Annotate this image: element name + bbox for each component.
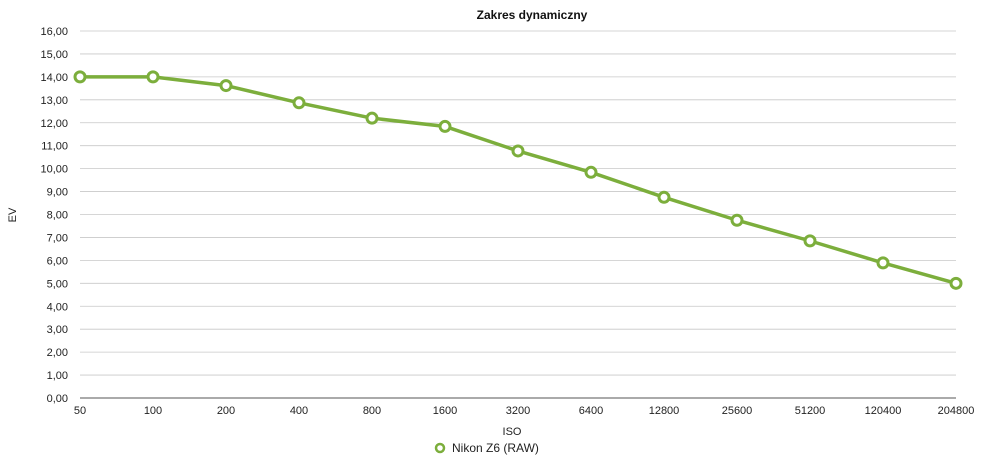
x-tick-label: 6400 [579, 405, 603, 417]
data-point[interactable] [365, 111, 379, 125]
x-tick-label: 200 [217, 405, 235, 417]
y-tick-label: 2,00 [47, 347, 68, 359]
series-group [73, 70, 963, 290]
data-point[interactable] [876, 256, 890, 270]
y-tick-label: 0,00 [47, 393, 68, 405]
y-tick-label: 16,00 [40, 26, 68, 38]
y-tick-label: 13,00 [40, 95, 68, 107]
y-tick-label: 5,00 [47, 278, 68, 290]
y-tick-label: 12,00 [40, 118, 68, 130]
y-axis-label: EV [7, 207, 19, 222]
data-point[interactable] [292, 96, 306, 110]
x-tick-label: 50 [74, 405, 86, 417]
y-tick-label: 1,00 [47, 370, 68, 382]
x-tick-label: 25600 [722, 405, 753, 417]
data-point[interactable] [73, 70, 87, 84]
data-point[interactable] [511, 144, 525, 158]
legend[interactable]: Nikon Z6 (RAW) [434, 441, 539, 455]
legend-label-nikon-z6: Nikon Z6 (RAW) [452, 441, 539, 455]
data-point[interactable] [730, 213, 744, 227]
x-tick-label: 400 [290, 405, 308, 417]
data-point[interactable] [584, 165, 598, 179]
y-axis-ticks: 0,00 1,00 2,00 3,00 4,00 5,00 6,00 7,00 8,00 9,00… [40, 26, 68, 405]
chart-title: Zakres dynamiczny [477, 8, 588, 22]
y-tick-label: 9,00 [47, 187, 68, 199]
data-point[interactable] [438, 119, 452, 133]
data-point[interactable] [657, 190, 671, 204]
legend-marker-nikon-z6 [434, 442, 446, 454]
x-axis-ticks: 50 100 200 400 800 1600 3200 6400 12800 25600 5120… [74, 405, 974, 417]
y-tick-label: 3,00 [47, 324, 68, 336]
data-point[interactable] [803, 234, 817, 248]
series-line [80, 75, 957, 285]
x-tick-label: 100 [144, 405, 162, 417]
y-tick-label: 7,00 [47, 232, 68, 244]
y-tick-label: 11,00 [41, 141, 68, 153]
x-tick-label: 800 [363, 405, 381, 417]
x-tick-label: 204800 [938, 405, 975, 417]
x-tick-label: 120400 [865, 405, 902, 417]
x-tick-label: 51200 [795, 405, 826, 417]
y-tick-label: 6,00 [47, 255, 68, 267]
x-tick-label: 12800 [649, 405, 680, 417]
x-axis-label: ISO [503, 426, 522, 438]
y-tick-label: 4,00 [47, 301, 68, 313]
y-tick-label: 10,00 [40, 164, 68, 176]
y-tick-label: 8,00 [47, 210, 68, 222]
data-point[interactable] [219, 79, 233, 93]
y-tick-label: 15,00 [40, 49, 68, 61]
y-tick-label: 14,00 [40, 72, 68, 84]
x-tick-label: 3200 [506, 405, 530, 417]
data-point[interactable] [949, 276, 963, 290]
x-tick-label: 1600 [433, 405, 457, 417]
data-point[interactable] [146, 70, 160, 84]
gridlines [80, 30, 956, 399]
